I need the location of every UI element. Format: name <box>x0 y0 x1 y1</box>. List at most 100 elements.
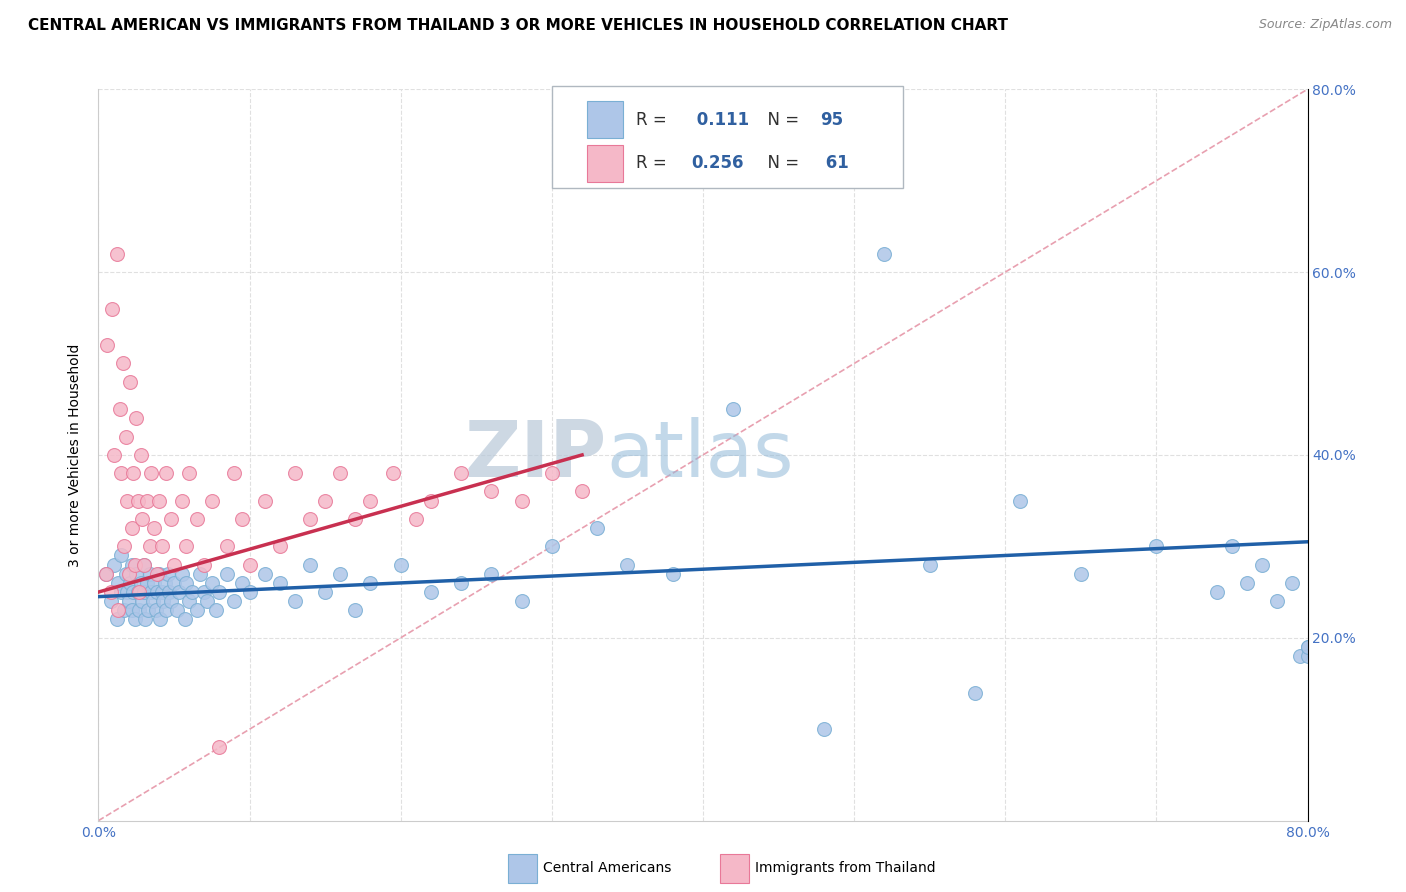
Point <box>167 585 190 599</box>
Point <box>141 585 163 599</box>
Point <box>344 603 367 617</box>
Point <box>107 603 129 617</box>
Point <box>134 613 156 627</box>
Point <box>110 549 132 563</box>
Point <box>110 585 132 599</box>
Point <box>420 585 443 599</box>
FancyBboxPatch shape <box>720 854 749 883</box>
Point <box>135 493 157 508</box>
Point <box>96 338 118 352</box>
Point <box>208 740 231 755</box>
Point <box>1236 576 1258 591</box>
Point <box>360 576 382 591</box>
Point <box>1296 640 1319 654</box>
Point <box>150 585 173 599</box>
Point <box>120 576 142 591</box>
Point <box>195 594 218 608</box>
Point <box>146 566 169 581</box>
Point <box>1267 594 1289 608</box>
FancyBboxPatch shape <box>551 86 903 188</box>
Point <box>344 512 367 526</box>
Point <box>155 466 177 480</box>
Point <box>156 566 179 581</box>
Text: 95: 95 <box>820 111 844 128</box>
Point <box>132 558 155 572</box>
Point <box>1010 493 1032 508</box>
Point <box>1296 649 1319 664</box>
Point <box>231 512 253 526</box>
Point <box>125 411 148 425</box>
Point <box>918 558 941 572</box>
Point <box>143 521 166 535</box>
Point <box>153 576 176 591</box>
Point <box>108 402 131 417</box>
Point <box>1070 566 1092 581</box>
Point <box>118 594 141 608</box>
Point <box>122 466 145 480</box>
Point <box>100 594 122 608</box>
Point <box>420 493 443 508</box>
Point <box>125 566 148 581</box>
Point <box>129 448 152 462</box>
Point <box>159 585 181 599</box>
FancyBboxPatch shape <box>586 145 623 182</box>
Point <box>181 585 204 599</box>
Point <box>150 539 173 553</box>
Point <box>152 594 174 608</box>
Point <box>118 566 141 581</box>
Text: R =: R = <box>637 154 672 172</box>
Point <box>965 686 987 700</box>
FancyBboxPatch shape <box>509 854 537 883</box>
Text: Immigrants from Thailand: Immigrants from Thailand <box>755 861 935 875</box>
Text: CENTRAL AMERICAN VS IMMIGRANTS FROM THAILAND 3 OR MORE VEHICLES IN HOUSEHOLD COR: CENTRAL AMERICAN VS IMMIGRANTS FROM THAI… <box>28 18 1008 33</box>
Point <box>231 576 253 591</box>
Point <box>186 603 208 617</box>
Point <box>148 566 170 581</box>
Point <box>1281 576 1303 591</box>
Point <box>616 558 638 572</box>
Point <box>129 576 152 591</box>
Point <box>188 566 211 581</box>
Point <box>405 512 427 526</box>
Text: R =: R = <box>637 111 672 128</box>
Point <box>124 558 146 572</box>
Point <box>571 484 593 499</box>
Point <box>163 558 186 572</box>
Point <box>1296 640 1319 654</box>
Point <box>205 603 228 617</box>
Point <box>170 493 193 508</box>
Point <box>115 493 138 508</box>
Point <box>110 466 132 480</box>
Text: Central Americans: Central Americans <box>543 861 672 875</box>
Point <box>586 521 609 535</box>
Point <box>299 558 322 572</box>
Point <box>132 558 155 572</box>
Point <box>179 594 201 608</box>
Point <box>127 493 149 508</box>
Point <box>540 539 562 553</box>
Y-axis label: 3 or more Vehicles in Household: 3 or more Vehicles in Household <box>69 343 83 566</box>
Point <box>1289 649 1312 664</box>
Point <box>100 585 122 599</box>
Point <box>174 539 197 553</box>
Text: N =: N = <box>758 154 804 172</box>
Point <box>94 566 117 581</box>
Point <box>813 723 835 737</box>
Point <box>132 585 155 599</box>
Point <box>121 521 143 535</box>
Point <box>201 576 224 591</box>
Point <box>239 585 262 599</box>
Point <box>253 493 276 508</box>
Point <box>269 539 291 553</box>
Text: 61: 61 <box>820 154 849 172</box>
Point <box>128 603 150 617</box>
Point <box>120 375 142 389</box>
Point <box>166 603 188 617</box>
Point <box>284 594 307 608</box>
Point <box>1206 585 1229 599</box>
Point <box>128 585 150 599</box>
Point <box>510 594 533 608</box>
Point <box>115 585 138 599</box>
FancyBboxPatch shape <box>586 102 623 138</box>
Point <box>160 594 183 608</box>
